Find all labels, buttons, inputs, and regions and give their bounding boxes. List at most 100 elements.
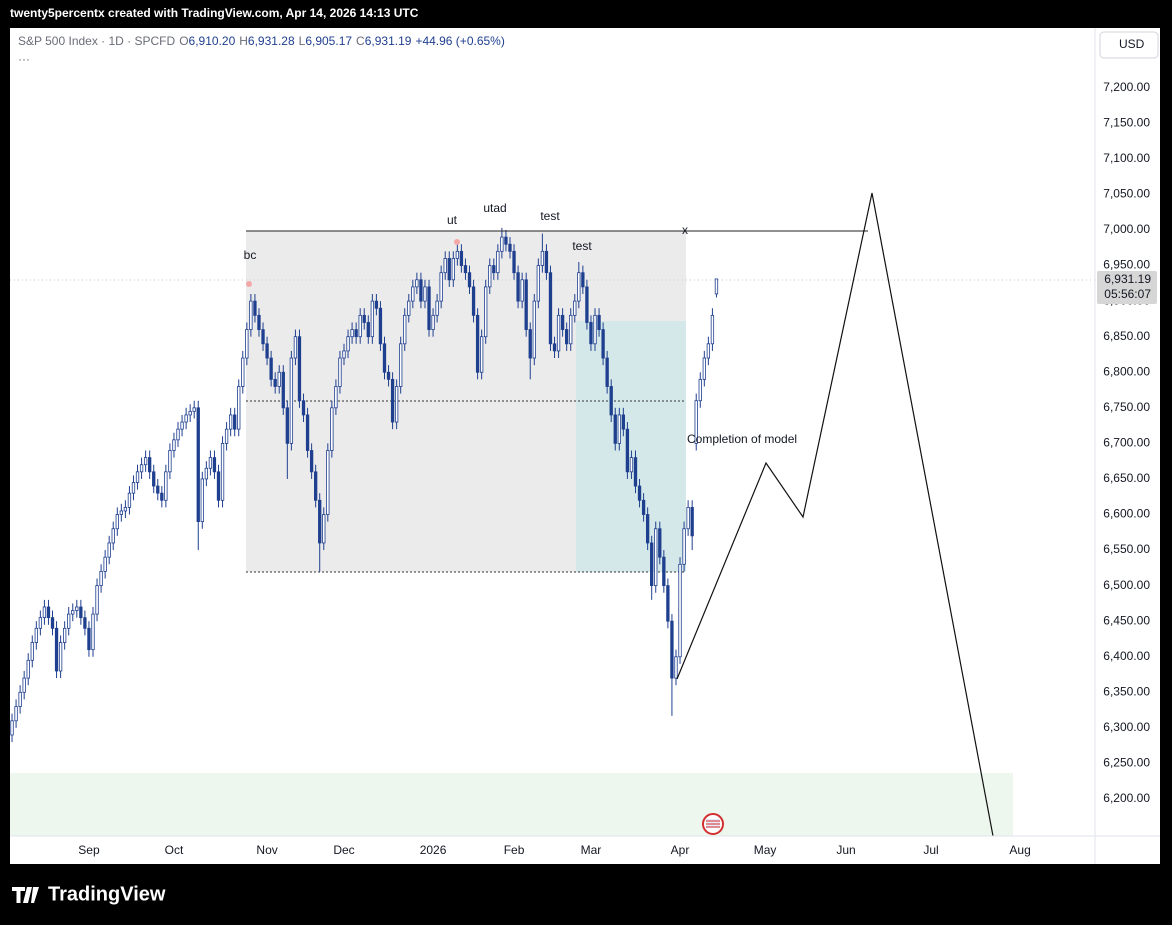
candle-body [382,343,387,373]
candle-body [650,542,654,587]
ohlc-key: H [239,34,248,48]
candle-body [62,627,67,643]
candle-body [277,371,281,387]
candle-body [115,514,119,530]
candle-body [297,336,302,402]
candle-body [273,378,277,387]
x-tick-label: Mar [581,843,602,857]
candle-body [411,286,415,302]
candle-body [127,492,132,508]
candle-body [208,457,213,469]
candle-body [589,322,593,345]
candle-body [318,499,322,544]
currency-button[interactable] [1099,31,1159,59]
countdown: 05:56:07 [1104,287,1151,301]
candle-body [455,250,460,259]
candle-body [682,528,686,565]
candle-body [601,329,605,359]
candle-body [621,414,626,430]
ohlc-key: O [179,34,188,48]
candle-body [463,265,468,274]
candle-body [427,286,431,330]
candle-body [34,627,38,643]
x-tick-label: Oct [165,843,184,857]
candle-body [253,300,257,316]
y-tick-label: 7,050.00 [1103,187,1150,201]
x-tick-label: Apr [671,843,690,857]
more-button[interactable]: ··· [18,52,30,66]
ohlc-value: 6,905.17 [305,34,352,48]
candle-body [200,478,204,523]
candle-body [573,300,577,316]
candle-body [540,250,545,266]
x-tick-label: Nov [256,843,277,857]
candle-body [597,314,601,330]
candle-body [662,556,666,587]
candle-body [237,386,241,430]
candle-body [439,272,443,302]
candle-body [399,343,403,387]
candle-body [475,314,480,373]
candle-body [233,414,237,430]
candle-body [536,265,540,302]
candle-body [334,386,338,409]
candle-body [30,642,34,661]
candle-body [617,414,621,444]
y-tick-label: 7,150.00 [1103,115,1150,129]
candle-body [249,300,253,330]
candle-body [293,336,298,359]
candle-body [423,286,427,302]
candle-body [301,400,306,416]
y-axis: 6,200.00 6,250.00 6,300.00 6,350.00 6,400.00… [1103,80,1150,805]
candle-body [645,514,650,544]
candle-body [504,236,508,245]
candle-body [139,464,144,473]
candle-body [386,371,391,380]
zone [10,773,1013,836]
candle-body [658,528,662,558]
x-tick-label: Dec [333,843,354,857]
candle-body [103,556,107,572]
candle-body [710,314,715,345]
candles [10,227,719,743]
candle-body [354,329,358,338]
candle-body [378,307,383,345]
candle-body [508,243,512,252]
annotation: x [682,223,688,237]
candle-body [314,471,318,501]
candle-body [358,314,362,338]
candle-body [370,300,374,338]
candle-body [172,439,176,451]
candle-body [390,378,395,423]
currency[interactable]: USD [1119,37,1145,51]
brand-name: TradingView [48,883,166,905]
candle-body [257,314,261,330]
candle-body [148,457,152,473]
candle-body [585,286,589,323]
candle-body [544,250,549,274]
candle-body [42,606,47,619]
candle-body [228,414,233,430]
candle-body [10,720,14,736]
ohlc-value: 6,931.28 [248,34,295,48]
candle-body [241,357,245,387]
candle-body [698,378,702,402]
annotation: test [540,209,560,223]
range-box-teal [576,321,686,572]
candle-body [330,407,334,451]
candle-body [346,336,350,352]
y-tick-label: 7,200.00 [1103,80,1150,94]
candle-body [156,485,160,494]
marker [246,281,252,287]
candle-body [613,414,617,444]
x-tick-label: Jul [923,843,938,857]
candle-body [46,606,51,619]
candle-body [212,457,217,473]
candle-body [111,528,115,544]
brand-logo [12,887,39,903]
candle-body [107,542,111,558]
candle-body [678,563,682,658]
legend: S&P 500 Index · 1D · SPCFD O6,910.20 H6,93… [18,34,505,66]
candle-body [419,279,423,302]
candle-body [14,706,18,722]
